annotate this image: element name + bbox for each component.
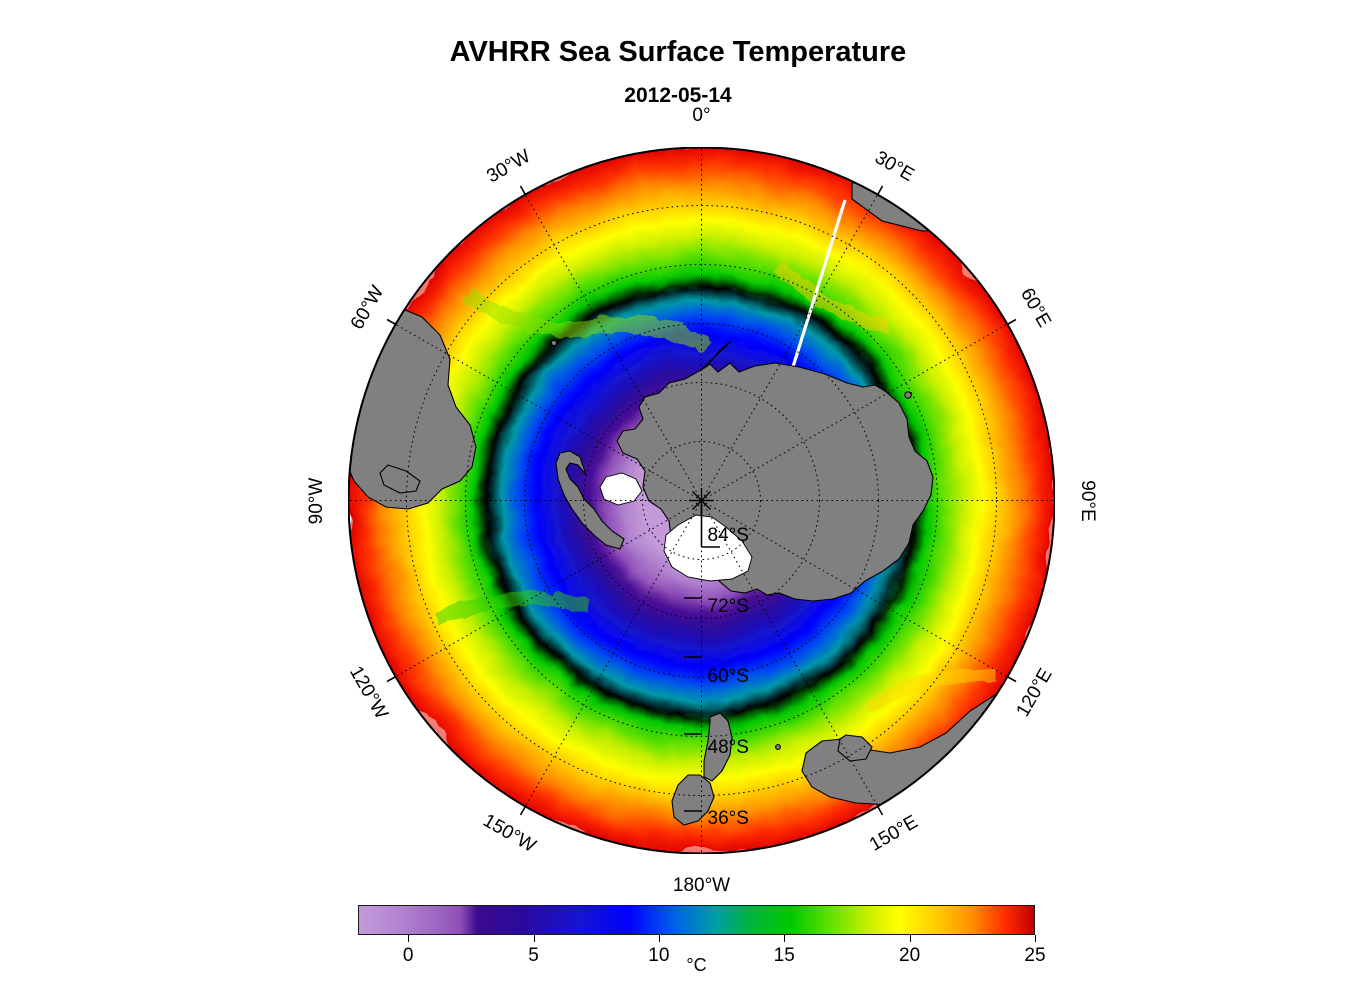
island-marker-c [775, 744, 781, 750]
meridian-label: 0° [692, 104, 711, 126]
new-zealand-north-island [703, 712, 733, 782]
polar-sst-map: 0° 30°E 60°E 90°E 120°E 150°E 180°W 150°W 120°W 9… [306, 105, 1098, 896]
island-marker-b [550, 339, 558, 347]
colorbar-axis-label: °C [686, 955, 707, 975]
colorbar[interactable]: 0 5 10 15 20 25 [358, 905, 1046, 966]
graticule [348, 147, 1055, 854]
colorbar-tick [909, 935, 911, 942]
island-marker-a [904, 391, 912, 399]
ross-ice-shelf [663, 514, 753, 582]
parallel-label: 60°S [707, 666, 749, 688]
tierra-del-fuego [379, 464, 421, 494]
figure-title: AVHRR Sea Surface Temperature [449, 36, 907, 68]
parallel-label: 36°S [707, 807, 749, 829]
colorbar-tick-label: 15 [773, 945, 795, 966]
colorbar-tick [1035, 935, 1036, 942]
figure-subtitle: 2012-05-14 [624, 84, 732, 107]
colorbar-tick-label: 5 [528, 945, 539, 966]
colorbar-tick [533, 935, 535, 942]
colorbar-tick-label: 20 [899, 945, 921, 966]
meridian-label: 90°E [1076, 479, 1098, 522]
tasmania-landmass [837, 734, 873, 762]
antarctic-peninsula [555, 450, 625, 550]
colorbar-tick-label: 10 [648, 945, 670, 966]
colorbar-tick-label: 0 [402, 945, 414, 966]
pole-label-leader [700, 500, 720, 548]
parallel-label: 84°S [707, 524, 749, 546]
colorbar-tick-label: 25 [1024, 945, 1046, 966]
map-outer-rim [348, 147, 1055, 854]
meridian-label: 90°W [305, 477, 327, 524]
meridian-ticks [386, 185, 1017, 816]
colorbar-gradient [358, 905, 1035, 935]
parallel-label: 48°S [707, 736, 749, 758]
filchner-ronne-ice-shelf [599, 472, 643, 506]
parallel-label: 72°S [707, 595, 749, 617]
ice-shelves [599, 472, 753, 582]
map-svg [348, 147, 1055, 854]
parallel-ticks [684, 597, 702, 812]
new-zealand-south-island [671, 774, 715, 826]
meridian-label: 180°W [672, 874, 731, 896]
colorbar-tick [408, 935, 410, 942]
colorbar-tick [784, 935, 786, 942]
colorbar-tick [658, 935, 660, 942]
